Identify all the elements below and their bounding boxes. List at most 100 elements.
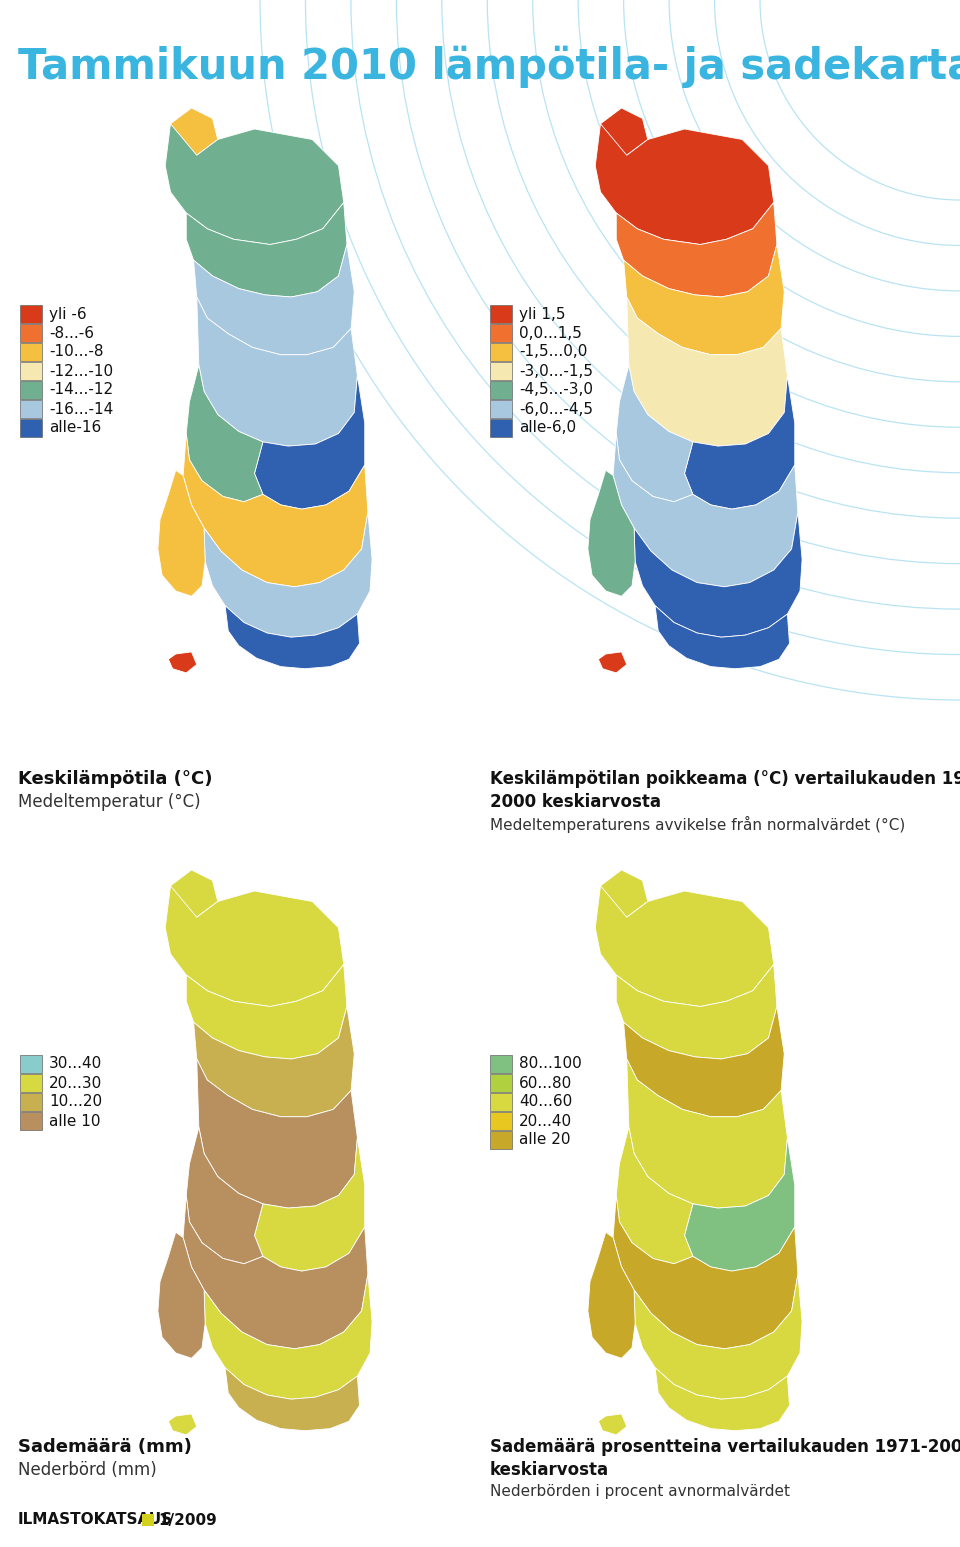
Text: 60...80: 60...80 xyxy=(519,1075,572,1091)
Polygon shape xyxy=(655,606,789,668)
Polygon shape xyxy=(194,1007,354,1117)
Polygon shape xyxy=(684,376,795,509)
Polygon shape xyxy=(613,433,798,586)
Text: Keskilämpötilan poikkeama (°C) vertailukauden 1971-: Keskilämpötilan poikkeama (°C) vertailuk… xyxy=(490,770,960,787)
Text: -12...-10: -12...-10 xyxy=(49,364,113,379)
Polygon shape xyxy=(624,1007,784,1117)
Bar xyxy=(490,1055,512,1074)
Polygon shape xyxy=(616,1128,693,1264)
Bar xyxy=(490,1112,512,1129)
Text: -10...-8: -10...-8 xyxy=(49,345,104,359)
Bar xyxy=(20,305,42,323)
Bar xyxy=(490,343,512,360)
Bar xyxy=(490,381,512,399)
Polygon shape xyxy=(613,1196,798,1349)
Polygon shape xyxy=(627,297,787,446)
Polygon shape xyxy=(171,108,218,155)
Polygon shape xyxy=(183,433,368,586)
Bar xyxy=(490,401,512,418)
Polygon shape xyxy=(588,470,636,596)
Text: -6,0...-4,5: -6,0...-4,5 xyxy=(519,402,593,416)
Polygon shape xyxy=(684,1137,795,1272)
Text: keskiarvosta: keskiarvosta xyxy=(490,1460,610,1479)
Polygon shape xyxy=(616,365,693,501)
Bar xyxy=(20,381,42,399)
Bar xyxy=(490,1131,512,1149)
Text: Nederbörden i procent avnormalvärdet: Nederbörden i procent avnormalvärdet xyxy=(490,1484,790,1499)
Bar xyxy=(490,419,512,436)
Polygon shape xyxy=(204,512,372,637)
Text: alle 10: alle 10 xyxy=(49,1114,101,1128)
Polygon shape xyxy=(595,124,774,244)
Text: Keskilämpötila (°C): Keskilämpötila (°C) xyxy=(18,770,212,787)
Text: 40...60: 40...60 xyxy=(519,1094,572,1109)
Polygon shape xyxy=(598,1414,627,1436)
Text: -8...-6: -8...-6 xyxy=(49,325,94,340)
Bar xyxy=(20,1094,42,1111)
Bar xyxy=(20,362,42,381)
Polygon shape xyxy=(635,512,803,637)
Polygon shape xyxy=(186,1128,263,1264)
Bar xyxy=(20,343,42,360)
Text: Medeltemperatur (°C): Medeltemperatur (°C) xyxy=(18,794,201,811)
Bar xyxy=(20,1074,42,1092)
Polygon shape xyxy=(254,376,365,509)
Text: 0,0...1,5: 0,0...1,5 xyxy=(519,325,582,340)
Text: Medeltemperaturens avvikelse från normalvärdet (°C): Medeltemperaturens avvikelse från normal… xyxy=(490,815,905,832)
Polygon shape xyxy=(588,1233,636,1358)
Polygon shape xyxy=(627,1060,787,1208)
Bar xyxy=(20,419,42,436)
Text: 2000 keskiarvosta: 2000 keskiarvosta xyxy=(490,794,661,811)
Text: -16...-14: -16...-14 xyxy=(49,402,113,416)
Bar xyxy=(20,1055,42,1074)
Text: alle 20: alle 20 xyxy=(519,1132,570,1148)
Polygon shape xyxy=(183,1196,368,1349)
Bar xyxy=(142,1515,154,1525)
Text: -14...-12: -14...-12 xyxy=(49,382,113,398)
Bar xyxy=(490,362,512,381)
Polygon shape xyxy=(225,1368,359,1431)
Polygon shape xyxy=(165,124,344,244)
Polygon shape xyxy=(197,1060,357,1208)
Polygon shape xyxy=(616,964,777,1060)
Polygon shape xyxy=(635,1275,803,1398)
Polygon shape xyxy=(171,869,218,917)
Text: yli 1,5: yli 1,5 xyxy=(519,306,565,322)
Polygon shape xyxy=(225,606,359,668)
Polygon shape xyxy=(194,244,354,354)
Polygon shape xyxy=(168,651,197,673)
Bar xyxy=(490,1074,512,1092)
Text: -1,5...0,0: -1,5...0,0 xyxy=(519,345,588,359)
Polygon shape xyxy=(186,365,263,501)
Text: 20...30: 20...30 xyxy=(49,1075,103,1091)
Bar xyxy=(490,1094,512,1111)
Polygon shape xyxy=(165,886,344,1007)
Text: -3,0...-1,5: -3,0...-1,5 xyxy=(519,364,593,379)
Polygon shape xyxy=(186,964,347,1060)
Text: 20...40: 20...40 xyxy=(519,1114,572,1128)
Polygon shape xyxy=(197,297,357,446)
Polygon shape xyxy=(598,651,627,673)
Text: Nederbörd (mm): Nederbörd (mm) xyxy=(18,1460,156,1479)
Bar xyxy=(20,401,42,418)
Text: Sademäärä (mm): Sademäärä (mm) xyxy=(18,1439,192,1456)
Polygon shape xyxy=(601,108,648,155)
Bar xyxy=(490,323,512,342)
Polygon shape xyxy=(616,203,777,297)
Text: yli -6: yli -6 xyxy=(49,306,86,322)
Polygon shape xyxy=(157,470,205,596)
Polygon shape xyxy=(624,244,784,354)
Polygon shape xyxy=(601,869,648,917)
Text: Tammikuun 2010 lämpötila- ja sadekartat: Tammikuun 2010 lämpötila- ja sadekartat xyxy=(18,46,960,88)
Text: 10...20: 10...20 xyxy=(49,1094,102,1109)
Polygon shape xyxy=(595,886,774,1007)
Text: 1/2009: 1/2009 xyxy=(158,1513,217,1527)
Polygon shape xyxy=(168,1414,197,1436)
Bar xyxy=(490,305,512,323)
Polygon shape xyxy=(157,1233,205,1358)
Polygon shape xyxy=(254,1137,365,1272)
Text: alle-6,0: alle-6,0 xyxy=(519,421,576,436)
Polygon shape xyxy=(655,1368,789,1431)
Bar xyxy=(20,1112,42,1129)
Text: Sademäärä prosentteina vertailukauden 1971-2000: Sademäärä prosentteina vertailukauden 19… xyxy=(490,1439,960,1456)
